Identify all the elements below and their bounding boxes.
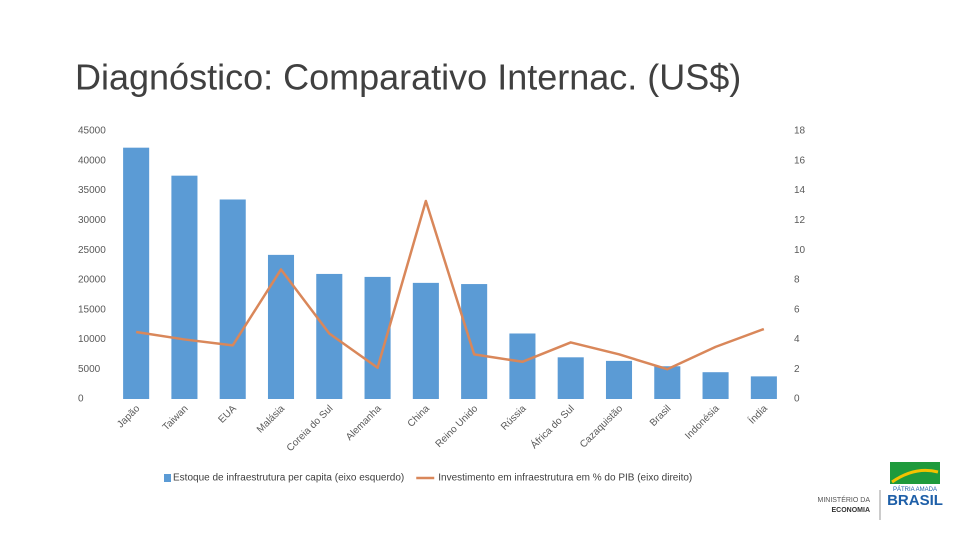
x-tick-label: Taiwan xyxy=(161,403,191,433)
bar xyxy=(461,284,488,399)
y2-tick-label: 12 xyxy=(794,215,806,226)
logo-flag-stroke xyxy=(891,468,939,484)
legend-swatch xyxy=(164,474,171,482)
slide-title: Diagnóstico: Comparativo Internac. (US$) xyxy=(75,57,741,98)
legend-label: Estoque de infraestrutura per capita (ei… xyxy=(173,473,404,484)
y-tick-label: 40000 xyxy=(78,155,106,166)
bar xyxy=(509,333,536,399)
y2-tick-label: 6 xyxy=(794,304,800,315)
bar xyxy=(557,357,584,399)
y2-tick-label: 0 xyxy=(794,394,800,405)
x-tick-label: Indonésia xyxy=(683,403,722,442)
x-tick-label: África do Sul xyxy=(528,402,577,451)
y-tick-label: 20000 xyxy=(78,275,106,286)
bar xyxy=(219,199,246,399)
x-tick-label: China xyxy=(406,403,433,430)
y2-tick-label: 2 xyxy=(794,364,800,375)
bar xyxy=(654,366,681,399)
legend-label: Investimento em infraestrutura em % do P… xyxy=(438,473,692,484)
logo-text: MINISTÉRIO DA xyxy=(817,495,870,504)
bar xyxy=(605,360,633,399)
bar xyxy=(316,273,343,399)
y-tick-label: 45000 xyxy=(78,126,106,137)
y-tick-label: 35000 xyxy=(78,185,106,196)
x-tick-label: Reino Unido xyxy=(434,403,481,450)
x-tick-label: Brasil xyxy=(648,403,673,428)
y2-tick-label: 18 xyxy=(794,126,806,137)
logo-text: ECONOMIA xyxy=(832,507,871,514)
x-tick-label: Cazaquistão xyxy=(578,403,625,450)
x-tick-label: Índia xyxy=(745,402,770,427)
bar xyxy=(750,376,777,399)
bar xyxy=(267,254,295,399)
x-tick-label: EUA xyxy=(217,403,240,426)
y-tick-label: 15000 xyxy=(78,304,106,315)
bar xyxy=(123,147,150,399)
y2-tick-label: 10 xyxy=(794,245,806,256)
logo-text: PÁTRIA AMADA xyxy=(893,486,937,493)
y2-tick-label: 4 xyxy=(794,334,800,345)
y-tick-label: 5000 xyxy=(78,364,101,375)
x-tick-label: Coreia do Sul xyxy=(285,403,336,454)
y2-tick-label: 14 xyxy=(794,185,806,196)
y-tick-label: 10000 xyxy=(78,334,106,345)
x-tick-label: Japão xyxy=(115,403,142,430)
logo: MINISTÉRIO DA ECONOMIA PÁTRIA AMADA BRAS… xyxy=(817,462,943,520)
y-tick-label: 30000 xyxy=(78,215,106,226)
y-tick-label: 25000 xyxy=(78,245,106,256)
y2-tick-label: 8 xyxy=(794,275,800,286)
x-tick-label: Alemanha xyxy=(344,403,384,443)
bar xyxy=(171,175,198,399)
y2-tick-label: 16 xyxy=(794,155,806,166)
logo-text: BRASIL xyxy=(887,492,943,509)
x-tick-label: Rússia xyxy=(499,403,529,433)
x-tick-label: Malásia xyxy=(255,403,287,435)
bar xyxy=(412,282,439,399)
bar xyxy=(702,372,729,399)
y-tick-label: 0 xyxy=(78,394,84,405)
line xyxy=(135,199,765,371)
